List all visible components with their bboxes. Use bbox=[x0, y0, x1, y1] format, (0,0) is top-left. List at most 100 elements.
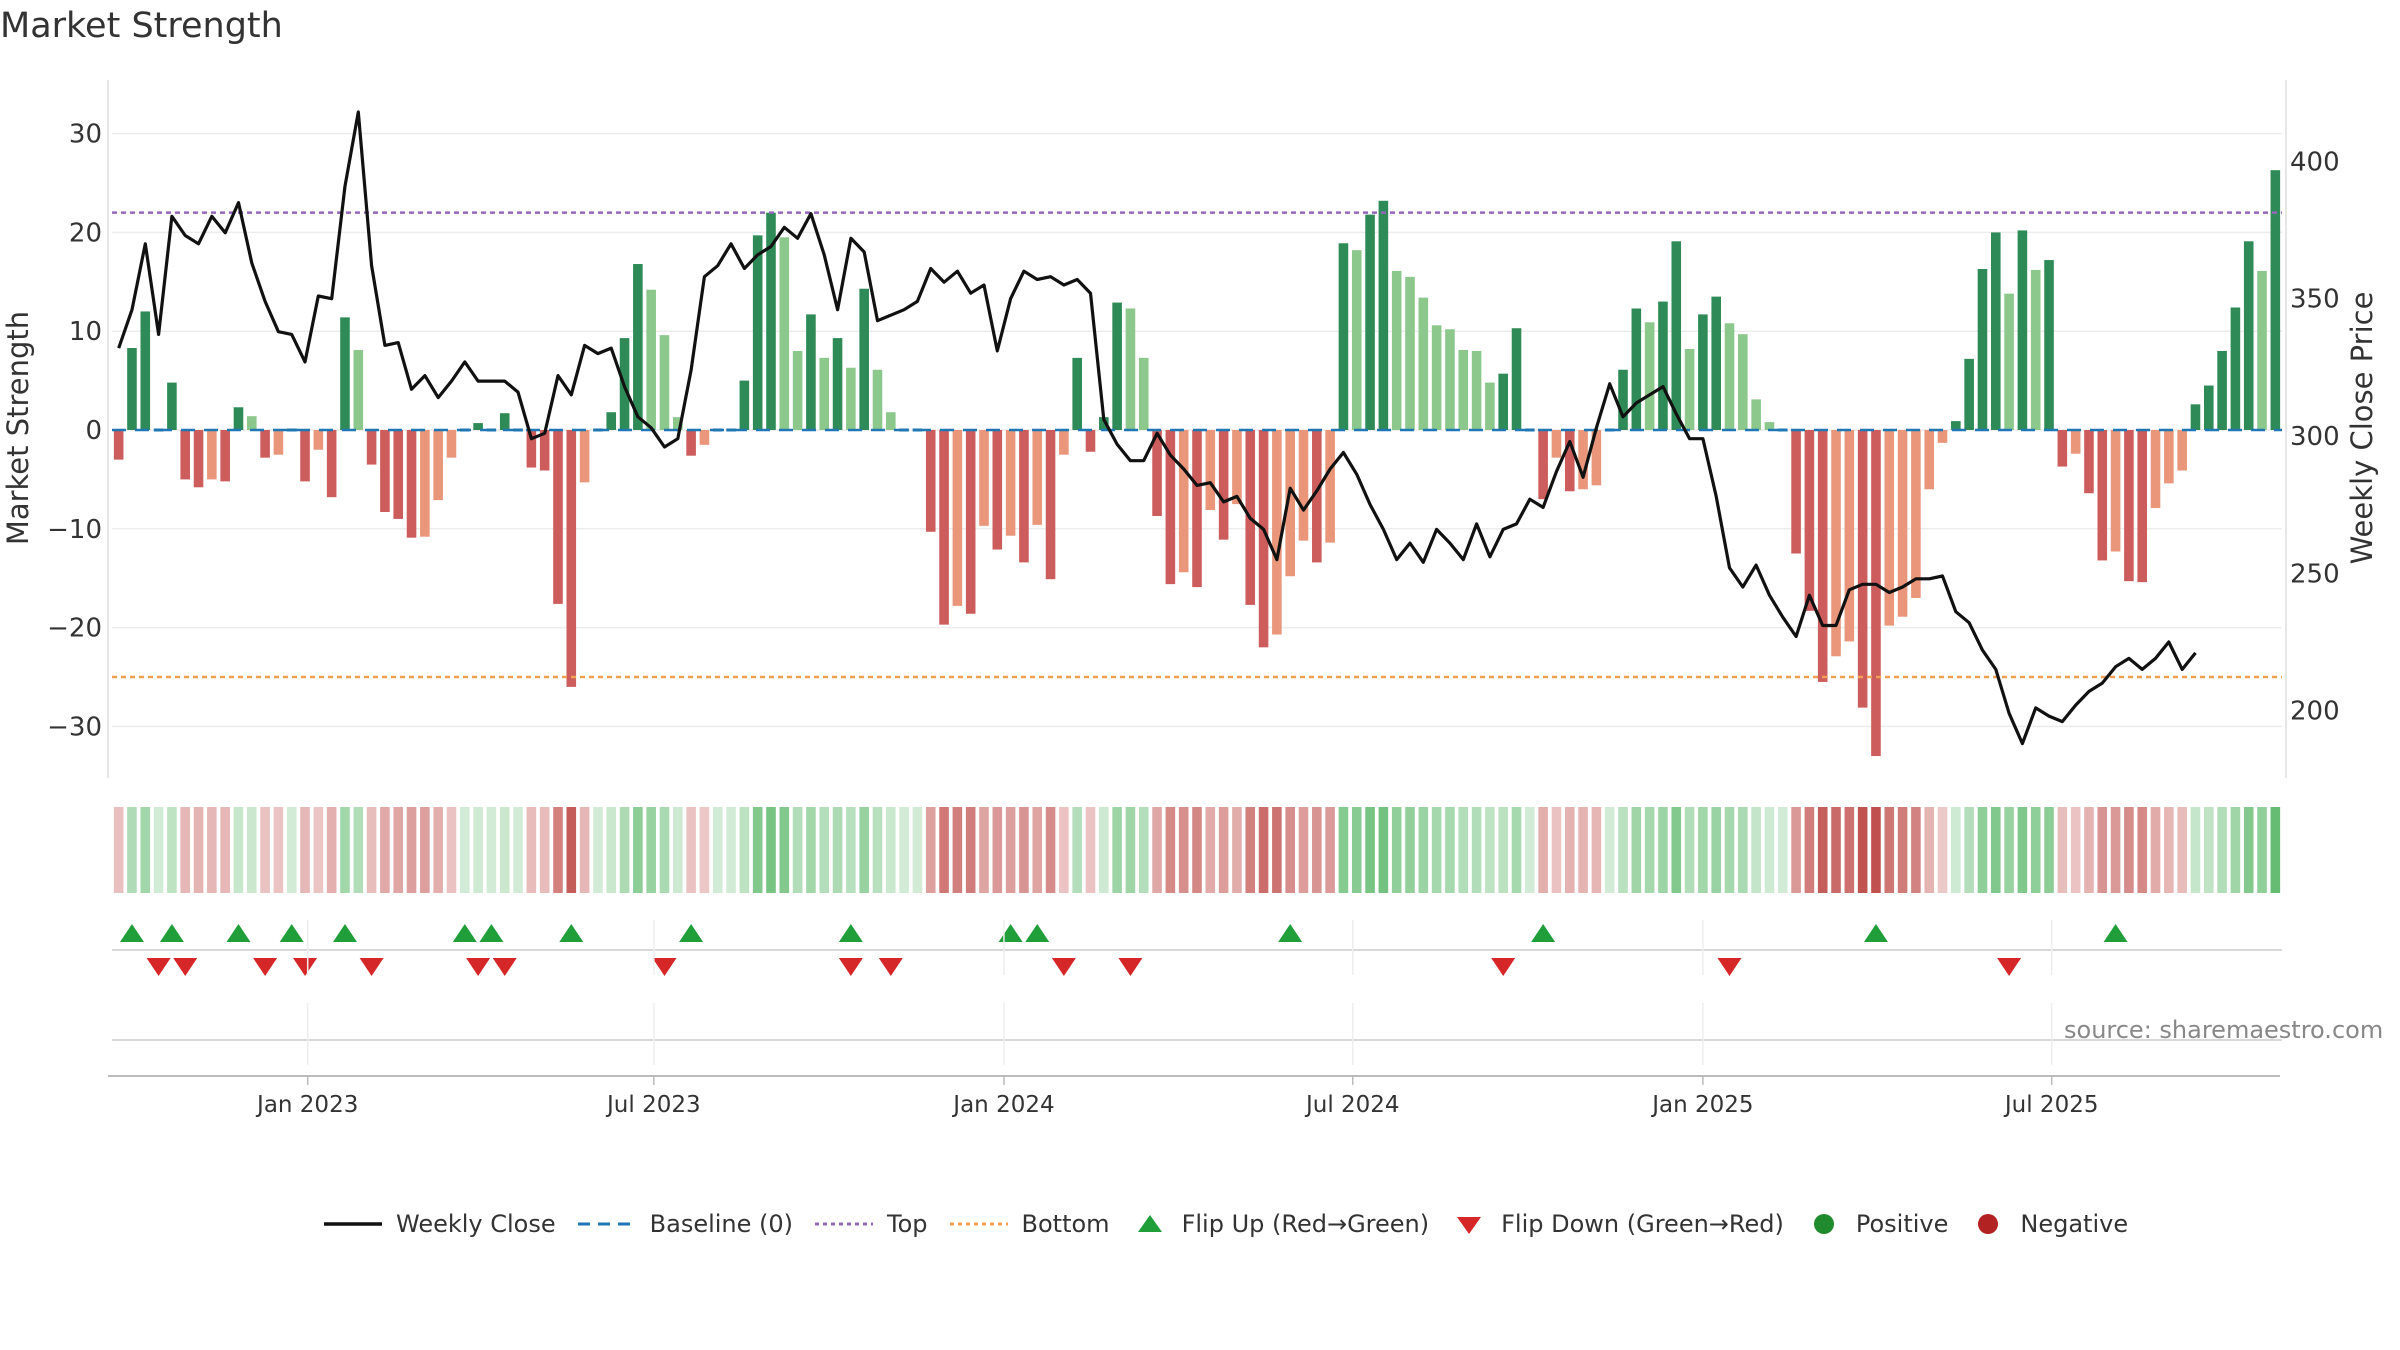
bar bbox=[246, 416, 257, 430]
heat-cell bbox=[1152, 807, 1162, 893]
bar bbox=[579, 430, 590, 483]
heat-cell bbox=[193, 807, 204, 893]
heat-cell bbox=[393, 807, 404, 893]
heat-cell bbox=[353, 807, 364, 893]
bar bbox=[1777, 428, 1788, 432]
bar bbox=[979, 430, 989, 526]
heat-cell bbox=[712, 807, 723, 893]
bar bbox=[193, 430, 204, 488]
heat-cell bbox=[473, 807, 483, 893]
bar bbox=[792, 350, 803, 430]
flip-up-marker bbox=[119, 924, 144, 942]
heat-cell bbox=[1205, 807, 1216, 893]
bar bbox=[1924, 430, 1935, 490]
bar bbox=[2203, 385, 2214, 430]
bar bbox=[446, 430, 457, 458]
bar bbox=[2070, 430, 2081, 454]
bar bbox=[1897, 430, 1908, 617]
heat-cell bbox=[779, 807, 790, 893]
bar bbox=[1085, 430, 1096, 452]
x-tick-label: Jan 2024 bbox=[951, 1092, 1054, 1118]
bar bbox=[886, 412, 896, 430]
bar bbox=[539, 430, 550, 471]
x-tick-label: Jul 2024 bbox=[1304, 1092, 1400, 1118]
heat-cell bbox=[939, 807, 949, 893]
bar bbox=[2190, 404, 2201, 430]
triangle-down-icon bbox=[1457, 1217, 1482, 1234]
x-tick-label: Jan 2025 bbox=[1650, 1092, 1753, 1118]
bar bbox=[659, 335, 670, 430]
bar bbox=[300, 430, 310, 482]
heat-cell bbox=[1511, 807, 1522, 893]
heat-cell bbox=[792, 807, 803, 893]
heat-cell bbox=[1338, 807, 1349, 893]
heat-cell bbox=[1218, 807, 1229, 893]
bar bbox=[1578, 430, 1588, 490]
bar bbox=[526, 430, 537, 468]
flip-down-marker bbox=[1118, 958, 1143, 976]
bar bbox=[1937, 430, 1948, 443]
bar bbox=[1125, 308, 1136, 430]
bar bbox=[1218, 430, 1229, 540]
bar bbox=[1059, 430, 1069, 455]
heat-cell bbox=[366, 807, 377, 893]
bar bbox=[340, 317, 350, 430]
bar bbox=[1977, 268, 1988, 430]
bar bbox=[673, 417, 683, 430]
heat-cell bbox=[752, 807, 763, 893]
bar bbox=[1138, 357, 1149, 430]
heat-cell bbox=[1431, 807, 1442, 893]
bar bbox=[1325, 430, 1335, 543]
weekly-close-line bbox=[117, 110, 2197, 746]
bar bbox=[167, 382, 177, 430]
bar bbox=[1525, 428, 1535, 432]
heat-cell bbox=[1658, 807, 1668, 893]
lines-layer bbox=[112, 110, 2282, 746]
y-axis-left-label: Market Strength bbox=[1, 311, 35, 545]
heat-cell bbox=[526, 807, 537, 893]
bar bbox=[872, 369, 883, 430]
bar bbox=[1045, 430, 1056, 580]
heat-cell bbox=[886, 807, 896, 893]
heat-cell bbox=[1312, 807, 1322, 893]
bar bbox=[859, 288, 869, 430]
heat-cell bbox=[2110, 807, 2121, 893]
bar bbox=[2017, 230, 2028, 430]
heat-cell bbox=[726, 807, 736, 893]
y-tick-label-left: 10 bbox=[69, 317, 102, 347]
heat-cell bbox=[246, 807, 257, 893]
heat-cell bbox=[1777, 807, 1788, 893]
bar bbox=[313, 430, 324, 450]
heat-cell bbox=[2230, 807, 2241, 893]
heat-cell bbox=[313, 807, 324, 893]
heat-cell bbox=[819, 807, 830, 893]
bar bbox=[1458, 349, 1469, 430]
bar bbox=[1751, 399, 1761, 430]
flip-up-marker bbox=[1863, 924, 1888, 942]
bar bbox=[1644, 322, 1655, 430]
heat-cell bbox=[2217, 807, 2227, 893]
page-title: Market Strength bbox=[0, 6, 283, 46]
circle-red-icon bbox=[1978, 1214, 1999, 1234]
heat-cell bbox=[2137, 807, 2148, 893]
flip-up-marker bbox=[479, 924, 504, 942]
flip-down-marker bbox=[253, 958, 278, 976]
heat-cell bbox=[1951, 807, 1961, 893]
bar bbox=[1951, 421, 1961, 430]
legend-item-flip-up: Flip Up (Red→Green) bbox=[1130, 1210, 1429, 1238]
flip-down-marker bbox=[1051, 958, 1076, 976]
bar bbox=[406, 430, 417, 538]
bar bbox=[952, 430, 963, 606]
bar bbox=[1471, 350, 1482, 430]
bar bbox=[2164, 430, 2174, 484]
heat-cell bbox=[2057, 807, 2068, 893]
bar bbox=[1338, 243, 1349, 430]
bar bbox=[2150, 430, 2161, 509]
legend-label: Baseline (0) bbox=[649, 1210, 794, 1238]
bar bbox=[1378, 200, 1389, 430]
heat-cell bbox=[1564, 807, 1575, 893]
heat-cell bbox=[1990, 807, 2001, 893]
legend-item-flip-down: Flip Down (Green→Red) bbox=[1449, 1210, 1784, 1238]
legend-label: Negative bbox=[2020, 1210, 2129, 1238]
